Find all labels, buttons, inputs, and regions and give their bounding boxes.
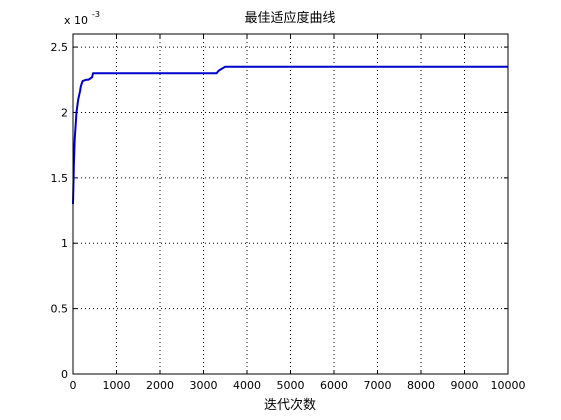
chart-title: 最佳适应度曲线 [244,10,335,26]
y-tick-label: 2 [61,106,68,119]
x-tick-label: 1000 [103,379,131,392]
x-tick-label: 4000 [233,379,261,392]
y-tick-label: 1.5 [51,172,69,185]
y-exponent-power: -3 [92,10,100,19]
y-tick-label: 0.5 [51,303,69,316]
x-axis-label: 迭代次数 [264,397,316,413]
x-tick-label: 10000 [491,379,526,392]
x-tick-label: 9000 [451,379,479,392]
x-tick-label: 7000 [364,379,392,392]
x-tick-label: 8000 [407,379,435,392]
y-tick-label: 0 [61,368,68,381]
y-tick-label: 2.5 [51,41,69,54]
x-tick-label: 5000 [277,379,305,392]
x-tick-label: 2000 [146,379,174,392]
x-tick-label: 6000 [320,379,348,392]
x-tick-label: 3000 [190,379,218,392]
plot-area [73,34,508,374]
x-tick-label: 0 [70,379,77,392]
y-exponent-base: x 10 [64,14,88,27]
y-tick-label: 1 [61,237,68,250]
